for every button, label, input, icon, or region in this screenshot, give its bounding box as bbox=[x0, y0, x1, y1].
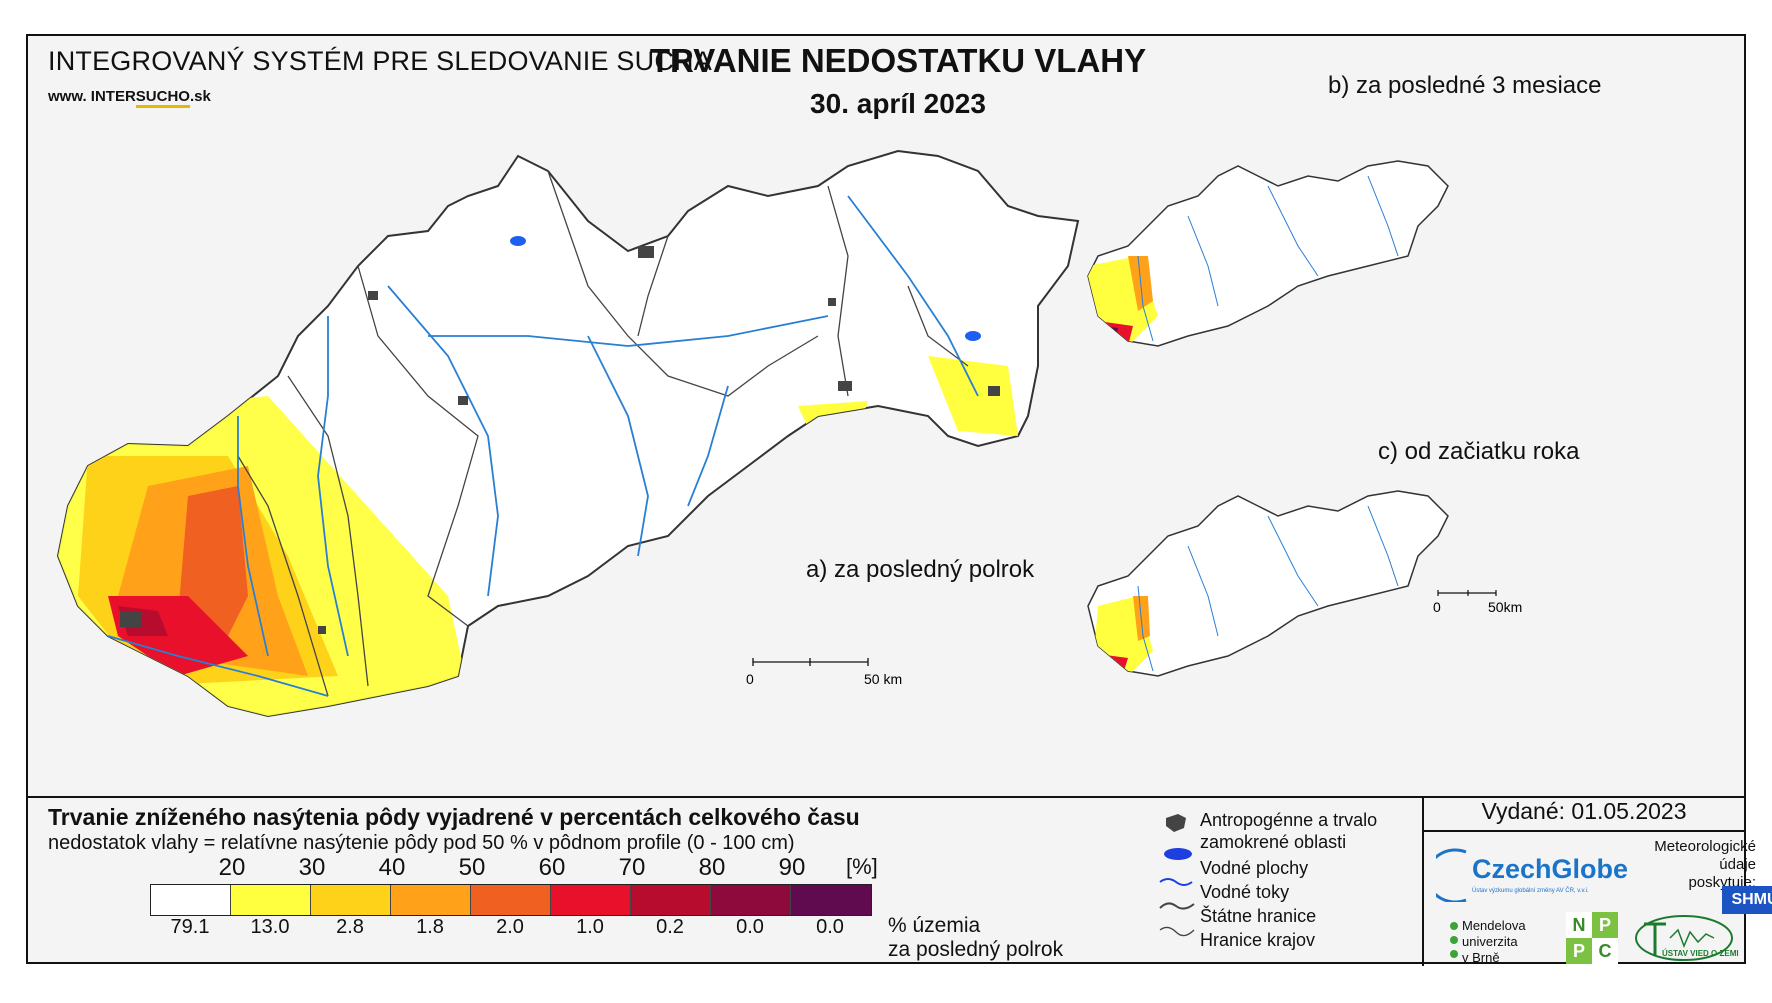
slovakia-map-a: 0 50 km bbox=[56, 149, 1080, 718]
scale-bar-main bbox=[752, 658, 869, 666]
uvz-text: ÚSTAV VIED O ZEMI bbox=[1662, 949, 1739, 958]
region-border-icon bbox=[1159, 926, 1195, 937]
legend-title: Trvanie zníženého nasýtenia pôdy vyjadre… bbox=[48, 804, 860, 830]
map-a-label: a) za posledný polrok bbox=[806, 556, 1035, 583]
scale-start-small: 0 bbox=[1433, 599, 1441, 615]
area-percentage: 0.0 bbox=[736, 916, 764, 938]
stream-icon bbox=[1159, 878, 1193, 886]
area-percentage: 1.8 bbox=[416, 916, 444, 938]
issued-date: Vydané: 01.05.2023 bbox=[1481, 798, 1687, 824]
anthropogenic-icon bbox=[1166, 814, 1186, 832]
scale-end-small: 50km bbox=[1488, 599, 1522, 615]
shmu-logo: SHMÚ bbox=[1722, 886, 1772, 914]
area-percentage: 79.1 bbox=[170, 916, 210, 938]
state-border-icon bbox=[1159, 902, 1195, 910]
divider-vertical bbox=[1422, 796, 1424, 966]
map-date: 30. apríl 2023 bbox=[810, 88, 986, 119]
slovakia-map-c: 0 50km bbox=[1087, 490, 1522, 677]
class-break-label: 80 bbox=[698, 854, 726, 881]
area-percentage: 0.2 bbox=[656, 916, 684, 938]
main-map: 0 50 km bbox=[56, 149, 1522, 718]
class-break-label: 60 bbox=[538, 854, 566, 881]
map-frame: INTEGROVANÝ SYSTÉM PRE SLEDOVANIE SUCHA … bbox=[26, 34, 1772, 966]
class-break-label: 40 bbox=[378, 854, 406, 881]
legend-swatch bbox=[551, 885, 631, 915]
legend-swatch bbox=[151, 885, 231, 915]
class-break-label: 70 bbox=[618, 854, 646, 881]
anthropogenic-label-2: zamokrené oblasti bbox=[1200, 832, 1347, 852]
czechglobe-subtitle: Ústav výzkumu globální změny AV ČR, v.v.… bbox=[1472, 888, 1589, 894]
legend-swatch bbox=[631, 885, 711, 915]
scale-bar-small bbox=[1437, 590, 1497, 596]
legend-swatch bbox=[231, 885, 311, 915]
map-c-label: c) od začiatku roka bbox=[1378, 438, 1580, 465]
meteo-provider-note: Meteorologické údaje poskytuje: bbox=[1654, 838, 1756, 891]
state-border-label: Štátne hranice bbox=[1200, 906, 1317, 926]
czechglobe-logo-text: CzechGlobe bbox=[1472, 854, 1629, 884]
legend-colorbar bbox=[150, 884, 872, 916]
class-break-label: 30 bbox=[298, 854, 326, 881]
legend-swatch bbox=[391, 885, 471, 915]
area-percentage: 1.0 bbox=[576, 916, 604, 938]
uvz-logo: ÚSTAV VIED O ZEMI bbox=[1635, 915, 1739, 961]
scale-end-main: 50 km bbox=[864, 671, 902, 687]
area-note: % územia za posledný polrok bbox=[888, 914, 1064, 961]
water-body-icon bbox=[1164, 848, 1192, 860]
main-title: TRVANIE NEDOSTATKU VLAHY bbox=[649, 42, 1147, 79]
drought-zone-red bbox=[178, 486, 248, 636]
legend-swatch bbox=[711, 885, 791, 915]
mendel-university-logo: Mendelova univerzita v Brně bbox=[1462, 918, 1526, 965]
czechglobe-logo-icon bbox=[1436, 848, 1467, 902]
legend-swatch bbox=[311, 885, 391, 915]
anthropogenic-area-bratislava bbox=[120, 611, 142, 627]
scale-start-main: 0 bbox=[746, 671, 754, 687]
water-body-label: Vodné plochy bbox=[1200, 858, 1309, 878]
legend-swatch bbox=[791, 885, 871, 915]
area-percentage: 0.0 bbox=[816, 916, 844, 938]
region-border-label: Hranice krajov bbox=[1200, 930, 1316, 950]
symbol-icons bbox=[1159, 814, 1195, 937]
website-link[interactable]: www. INTERSUCHO.sk bbox=[48, 88, 211, 108]
legend-subtitle: nedostatok vlahy = relatívne nasýtenie p… bbox=[48, 832, 795, 854]
map-b-label: b) za posledné 3 mesiace bbox=[1328, 72, 1602, 99]
nppc-logo: N P P C bbox=[1566, 912, 1618, 964]
divider-horizontal bbox=[28, 796, 1744, 798]
legend-swatch bbox=[471, 885, 551, 915]
area-percentage: 2.0 bbox=[496, 916, 524, 938]
area-percentage: 13.0 bbox=[250, 916, 290, 938]
legend-unit: [%] bbox=[846, 854, 878, 879]
slovakia-map-b bbox=[1087, 160, 1449, 347]
divider-issued bbox=[1424, 830, 1744, 832]
stream-label: Vodné toky bbox=[1200, 882, 1290, 902]
mendel-dots-icon bbox=[1450, 922, 1458, 958]
class-break-label: 90 bbox=[778, 854, 806, 881]
system-title: INTEGROVANÝ SYSTÉM PRE SLEDOVANIE SUCHA bbox=[48, 46, 712, 76]
area-percentage: 2.8 bbox=[336, 916, 364, 938]
class-break-label: 20 bbox=[218, 854, 246, 881]
anthropogenic-label-1: Antropogénne a trvalo bbox=[1200, 810, 1378, 830]
class-break-label: 50 bbox=[458, 854, 486, 881]
